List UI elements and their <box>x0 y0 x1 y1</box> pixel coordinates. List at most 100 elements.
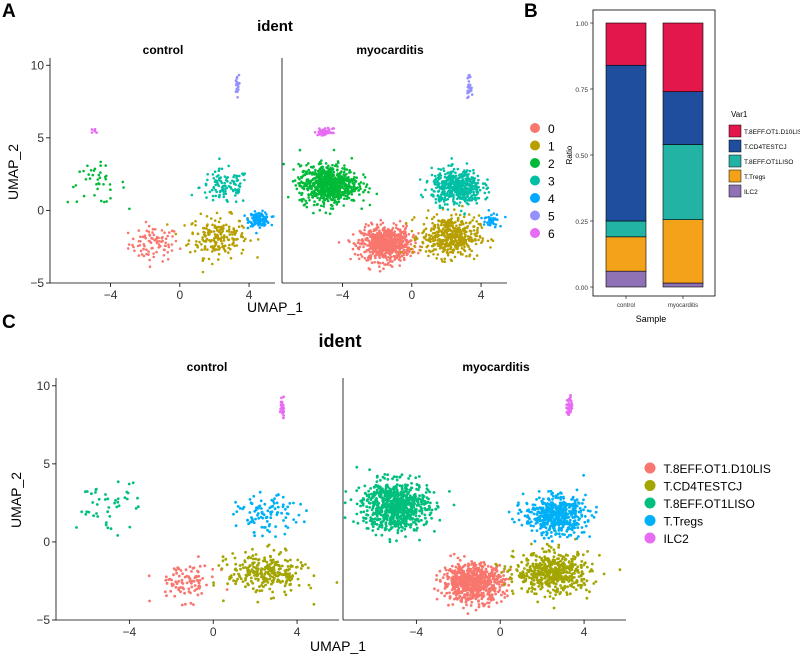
point-2 <box>323 179 327 182</box>
point-T.CD4TESTCJ <box>289 582 292 586</box>
point-T.8EFF.OT1LISO <box>116 500 120 504</box>
point-2 <box>325 185 328 188</box>
point-2 <box>328 173 332 177</box>
point-ILC2 <box>282 416 285 420</box>
point-T.8EFF.OT1.D10LIS <box>446 572 449 575</box>
point-2 <box>357 189 361 192</box>
point-0 <box>378 231 381 235</box>
point-2 <box>104 164 107 167</box>
point-T.CD4TESTCJ <box>272 548 276 552</box>
point-4 <box>499 224 502 228</box>
x-tick-label: −4 <box>123 625 137 639</box>
point-1 <box>449 243 452 246</box>
point-1 <box>217 252 221 256</box>
legend-swatch <box>728 184 742 198</box>
point-0 <box>167 245 171 249</box>
point-T.8EFF.OT1LISO <box>116 497 120 501</box>
point-1 <box>400 251 403 254</box>
point-3 <box>434 174 437 178</box>
point-T.8EFF.OT1.D10LIS <box>478 586 481 590</box>
point-1 <box>217 248 221 251</box>
point-2 <box>308 198 311 202</box>
point-T.8EFF.OT1LISO <box>128 525 132 529</box>
point-0 <box>374 256 377 260</box>
point-3 <box>213 170 217 173</box>
panel-a-facet-control: control <box>143 43 184 57</box>
point-1 <box>444 223 448 227</box>
point-4 <box>246 226 249 230</box>
point-T.CD4TESTCJ <box>536 580 540 584</box>
point-1 <box>437 224 440 227</box>
point-3 <box>219 189 222 193</box>
point-1 <box>430 234 433 238</box>
point-T.8EFF.OT1.D10LIS <box>196 570 200 574</box>
point-T.Tregs <box>270 510 274 514</box>
point-2 <box>332 191 335 194</box>
point-1 <box>469 221 472 224</box>
point-T.Tregs <box>246 518 249 522</box>
point-2 <box>359 181 363 184</box>
point-3 <box>220 181 224 185</box>
panel-b-ylabel: Ratio <box>565 145 574 164</box>
point-T.8EFF.OT1.D10LIS <box>165 594 168 598</box>
point-3 <box>481 182 485 185</box>
point-2 <box>357 182 361 186</box>
point-T.Tregs <box>256 512 260 515</box>
legend-label: T.8EFF.OT1.D10LIS <box>744 129 800 136</box>
point-1 <box>468 253 472 256</box>
point-3 <box>455 202 459 205</box>
point-1 <box>423 236 426 240</box>
point-1 <box>415 237 419 240</box>
point-1 <box>421 241 425 245</box>
point-0 <box>369 254 373 258</box>
point-0 <box>388 244 391 248</box>
point-T.CD4TESTCJ <box>286 565 290 568</box>
point-1 <box>438 239 441 242</box>
point-T.8EFF.OT1LISO <box>106 526 110 530</box>
point-3 <box>214 179 217 182</box>
point-T.CD4TESTCJ <box>503 567 506 571</box>
point-T.CD4TESTCJ <box>304 563 307 566</box>
point-T.8EFF.OT1.D10LIS <box>438 569 442 573</box>
point-2 <box>329 207 333 210</box>
point-1 <box>468 239 471 242</box>
point-T.8EFF.OT1.D10LIS <box>495 601 499 605</box>
point-T.Tregs <box>266 509 270 513</box>
point-0 <box>174 239 178 243</box>
point-T.8EFF.OT1.D10LIS <box>468 597 472 601</box>
y-tick-label: 1.00 <box>575 21 588 28</box>
point-2 <box>319 183 323 187</box>
point-T.Tregs <box>235 510 239 513</box>
y-tick-label: 0 <box>37 203 44 217</box>
point-T.CD4TESTCJ <box>247 565 251 569</box>
point-T.CD4TESTCJ <box>312 574 316 578</box>
legend-label: 5 <box>548 210 555 224</box>
point-0 <box>357 257 361 261</box>
point-T.8EFF.OT1.D10LIS <box>197 585 200 588</box>
point-T.CD4TESTCJ <box>530 542 533 546</box>
point-3 <box>230 187 233 190</box>
point-T.8EFF.OT1.D10LIS <box>471 570 474 574</box>
point-T.CD4TESTCJ <box>543 555 547 559</box>
point-3 <box>430 188 434 191</box>
point-4 <box>270 223 274 227</box>
point-1 <box>481 239 484 243</box>
point-0 <box>389 255 393 259</box>
point-6 <box>318 132 322 135</box>
point-3 <box>476 181 480 185</box>
point-T.CD4TESTCJ <box>577 571 580 574</box>
point-0 <box>164 244 167 248</box>
point-T.8EFF.OT1LISO <box>94 488 98 491</box>
point-T.CD4TESTCJ <box>244 550 247 554</box>
point-T.CD4TESTCJ <box>552 597 555 600</box>
point-0 <box>387 232 391 236</box>
point-T.8EFF.OT1.D10LIS <box>174 568 178 572</box>
point-2 <box>321 200 325 203</box>
point-0 <box>398 264 402 267</box>
point-T.CD4TESTCJ <box>256 573 260 577</box>
point-0 <box>151 227 155 231</box>
point-T.8EFF.OT1.D10LIS <box>452 579 456 583</box>
point-T.8EFF.OT1.D10LIS <box>473 561 476 565</box>
point-2 <box>345 168 349 171</box>
